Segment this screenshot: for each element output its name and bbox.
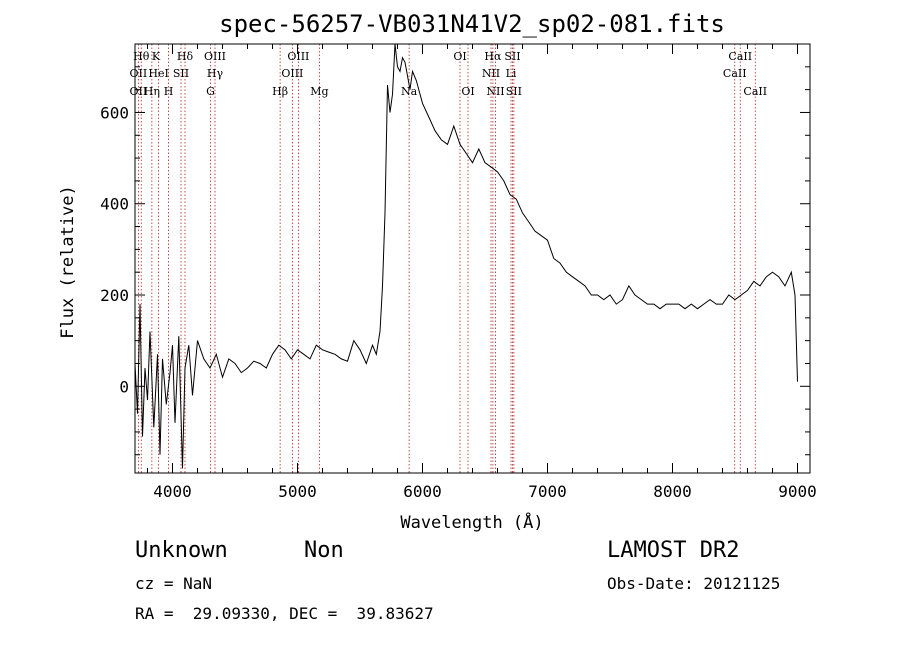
x-axis-label: Wavelength (Å) [400, 511, 543, 533]
y-tick-label: 400 [100, 195, 129, 214]
object-class: Unknown [135, 538, 228, 563]
line-label: OII [130, 67, 148, 80]
line-label: OI [453, 50, 466, 63]
y-axis-label: Flux (relative) [58, 185, 78, 339]
y-tick-label: 200 [100, 286, 129, 305]
line-label: H [164, 85, 174, 98]
line-label: OII [130, 85, 148, 98]
line-label: Li [506, 67, 517, 80]
line-label: CaII [728, 50, 752, 63]
x-tick-label: 8000 [653, 482, 692, 501]
x-tick-label: 4000 [153, 482, 192, 501]
line-label: OIII [287, 50, 309, 63]
redshift-cz: cz = NaN [135, 574, 213, 593]
object-subclass: Non [304, 538, 344, 563]
line-label: Hη [144, 85, 160, 98]
y-tick-label: 0 [119, 377, 129, 396]
line-label: Na [401, 85, 418, 98]
line-label: SII [504, 50, 520, 63]
line-label: Hθ [133, 50, 150, 63]
x-tick-label: 5000 [278, 482, 317, 501]
line-label: Hγ [207, 67, 224, 80]
x-tick-label: 9000 [778, 482, 817, 501]
line-label: K [152, 50, 161, 63]
x-axis-ticks: 4000 5000 6000 7000 8000 9000 [147, 44, 817, 501]
line-label: OIII [281, 67, 303, 80]
plot-frame [134, 43, 811, 474]
survey-label: LAMOST DR2 [607, 538, 740, 563]
obs-date: Obs-Date: 20121125 [607, 574, 781, 593]
x-tick-label: 7000 [528, 482, 567, 501]
line-label: CaII [743, 85, 767, 98]
line-label: SII [173, 67, 189, 80]
line-label: OI [461, 85, 474, 98]
line-label: NII [486, 85, 504, 98]
line-label: Hδ [177, 50, 194, 63]
line-label: HeI [148, 67, 168, 80]
line-label: SII [506, 85, 522, 98]
y-tick-label: 600 [100, 103, 129, 122]
line-markers-group [137, 44, 756, 473]
coordinates: RA = 29.09330, DEC = 39.83627 [135, 604, 434, 623]
line-label: G [206, 85, 215, 98]
line-label: Hα [484, 50, 502, 63]
x-tick-label: 6000 [403, 482, 442, 501]
y-axis-ticks: 0 200 400 600 [100, 43, 810, 456]
line-label: OIII [204, 50, 226, 63]
chart-title: spec-56257-VB031N41V2_sp02-081.fits [219, 10, 725, 38]
line-label: Mg [310, 85, 328, 98]
line-label: CaII [723, 67, 747, 80]
line-label: Hβ [272, 85, 288, 98]
spectrum-line [134, 43, 798, 469]
line-label: NII [482, 67, 500, 80]
